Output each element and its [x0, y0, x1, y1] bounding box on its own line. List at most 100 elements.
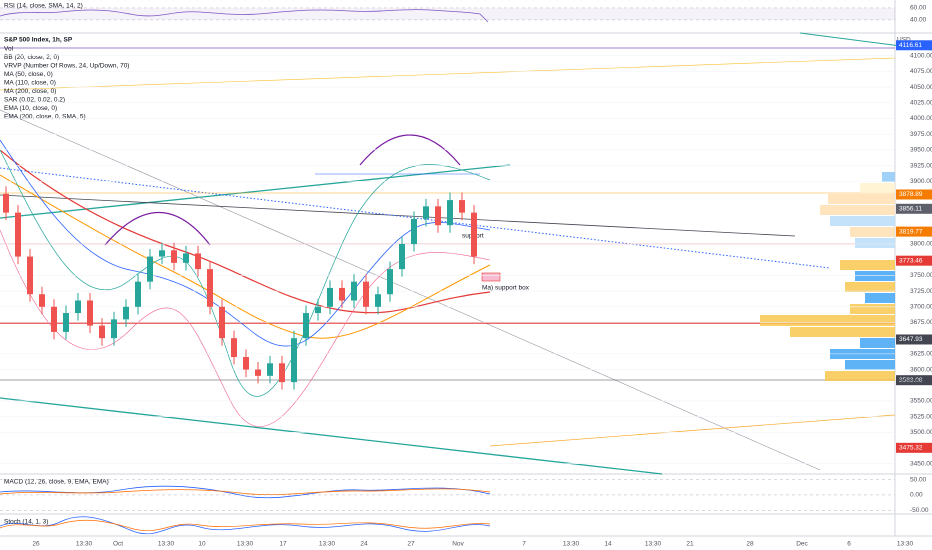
annotation: Ma) support box [482, 285, 530, 292]
candle-body [267, 363, 273, 376]
candle-body [243, 357, 249, 370]
x-tick-label: Nov [452, 541, 464, 548]
x-tick-label: 13:30 [645, 541, 662, 548]
currency: USD [897, 37, 911, 44]
vp-row [840, 260, 895, 270]
y-tick-label: 3925.00 [910, 162, 932, 169]
x-tick-label: 13:30 [563, 541, 580, 548]
y-tick-label: 3600.00 [910, 366, 932, 373]
x-tick-label: Oct [113, 541, 123, 548]
vp-row [845, 282, 895, 292]
indicator-label: BB (20, close, 2, 0) [4, 54, 59, 61]
candle-body [123, 306, 129, 320]
vp-row [855, 271, 895, 281]
candle-body [195, 253, 201, 270]
x-tick-label: 17 [279, 541, 287, 548]
candle-body [63, 313, 69, 332]
vp-row [828, 194, 895, 204]
y-tick-label: 3900.00 [910, 178, 932, 185]
price-tag [896, 442, 932, 453]
x-tick-label: 28 [746, 541, 754, 548]
vp-row [760, 315, 895, 326]
signal-line [0, 488, 491, 496]
stoch-line [0, 516, 491, 535]
price-tag-label: 3773.46 [899, 257, 923, 264]
price-tag-label: 4116.61 [899, 42, 922, 49]
candle-body [303, 313, 309, 339]
indicator-label: MA (50, close, 0) [4, 71, 53, 78]
y-tick-label: 50.00 [910, 476, 927, 483]
candle-body [231, 338, 237, 358]
candle-body [411, 218, 417, 245]
price-tag-label: 3819.77 [899, 228, 923, 235]
candle-body [159, 250, 165, 257]
x-tick-label: 14 [604, 541, 612, 548]
candle-body [447, 200, 453, 226]
y-tick-label: 60.00 [910, 5, 927, 12]
y-tick-label: 3950.00 [910, 147, 932, 154]
price-tag [896, 255, 932, 266]
indicator-label: VRVP (Number Of Rows, 24, Up/Down, 70) [4, 63, 129, 70]
candle-body [363, 281, 369, 307]
vp-row [820, 205, 895, 215]
candle-body [87, 300, 93, 326]
candle-body [327, 287, 333, 307]
x-tick-label: 13:30 [897, 541, 914, 548]
arc [104, 212, 211, 246]
y-tick-label: 4025.00 [910, 99, 932, 106]
vp-row [825, 371, 895, 381]
rsi-band [0, 8, 895, 20]
candle-body [435, 206, 441, 226]
candle-body [255, 369, 261, 376]
candle-body [459, 200, 465, 213]
y-tick-label: 3450.00 [910, 460, 932, 467]
volume-profile [760, 172, 895, 381]
vp-row [860, 183, 895, 193]
trendline [0, 167, 831, 269]
vp-row [790, 327, 895, 337]
candle-body [351, 281, 357, 301]
x-tick-label: 21 [686, 541, 694, 548]
indicator-label: MA (110, close, 0) [4, 80, 56, 87]
x-tick-label: 27 [407, 541, 415, 548]
indicator-label: EMA (200, close, 0, SMA, 5) [4, 114, 86, 121]
candle-body [183, 253, 189, 263]
vp-row [830, 216, 895, 226]
candle-body [99, 325, 105, 339]
candle-body [387, 269, 393, 295]
trendline [0, 109, 821, 471]
price-tag-label: 3647.93 [899, 336, 923, 343]
trendline [0, 57, 896, 91]
y-tick-label: 3550.00 [910, 398, 932, 405]
y-tick-label: 3700.00 [910, 304, 932, 311]
y-tick-label: 3725.00 [910, 288, 932, 295]
y-tick-label: 4000.00 [910, 115, 932, 122]
symbol-title: S&P 500 Index, 1h, SP [4, 37, 73, 44]
y-tick-label: 3525.00 [910, 413, 932, 420]
y-tick-label: 4100.00 [910, 52, 932, 59]
macd-title: MACD (12, 26, close, 9, EMA, EMA) [4, 479, 109, 486]
stoch-line [0, 519, 491, 532]
candle-body [3, 193, 9, 213]
x-tick-label: 13:30 [158, 541, 175, 548]
trendline [489, 414, 896, 447]
stoch-title: Stoch (14, 1, 3) [4, 519, 48, 526]
price-tag [896, 226, 932, 237]
price-tag [896, 375, 932, 386]
candle-body [39, 294, 45, 307]
vp-row [860, 338, 895, 348]
candle-body [471, 212, 477, 257]
indicator-label: EMA (10, close, 0) [4, 105, 57, 112]
vp-row [882, 172, 895, 182]
trendline [0, 397, 663, 475]
x-tick-label: 13:30 [319, 541, 336, 548]
candle-body [279, 363, 285, 383]
indicator-label: MA (200, close, 0) [4, 88, 56, 95]
vp-row [845, 360, 895, 370]
price-tag-label: 3580.84 [899, 378, 923, 385]
bb-line [0, 229, 491, 427]
candle-body [75, 300, 81, 314]
price-tag [896, 203, 932, 214]
